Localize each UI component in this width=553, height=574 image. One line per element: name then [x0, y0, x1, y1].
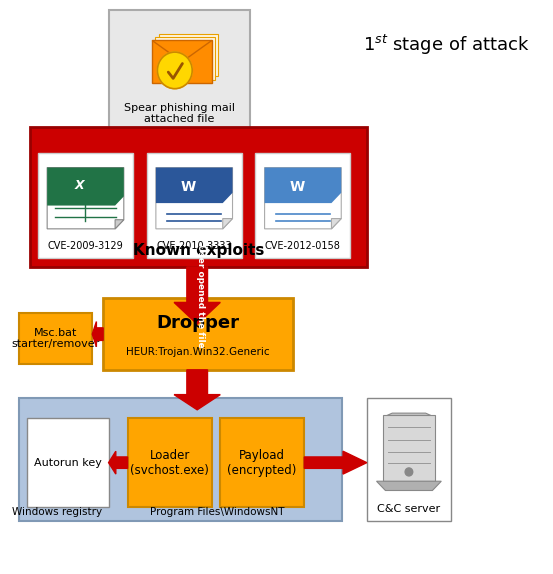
Circle shape — [405, 468, 413, 476]
Text: Program Files\WindowsNT: Program Files\WindowsNT — [150, 507, 285, 517]
Polygon shape — [264, 168, 341, 203]
Text: HEUR:Trojan.Win32.Generic: HEUR:Trojan.Win32.Generic — [127, 347, 270, 357]
Polygon shape — [387, 413, 431, 416]
Text: CVE-2010-3333: CVE-2010-3333 — [156, 241, 232, 251]
Text: Msc.bat
starter/remover: Msc.bat starter/remover — [12, 328, 100, 349]
Polygon shape — [331, 219, 341, 229]
Polygon shape — [156, 168, 232, 229]
Polygon shape — [47, 168, 124, 229]
Bar — [383, 416, 435, 481]
Bar — [108, 10, 250, 133]
Bar — [240, 10, 244, 176]
Polygon shape — [174, 267, 220, 324]
Polygon shape — [115, 220, 124, 229]
Polygon shape — [47, 168, 124, 205]
Polygon shape — [223, 219, 232, 229]
Polygon shape — [304, 451, 367, 474]
Text: W: W — [180, 180, 196, 194]
Bar — [30, 127, 367, 267]
Text: W: W — [289, 180, 304, 194]
Polygon shape — [264, 168, 341, 229]
Bar — [147, 153, 242, 258]
Text: Payload
(encrypted): Payload (encrypted) — [227, 449, 297, 476]
Bar — [255, 153, 351, 258]
Polygon shape — [377, 481, 441, 491]
Text: Dropper: Dropper — [156, 315, 240, 332]
Circle shape — [158, 52, 192, 88]
Text: Autorun key: Autorun key — [34, 457, 102, 468]
Bar — [19, 398, 342, 521]
Text: C&C server: C&C server — [377, 505, 441, 514]
Bar — [19, 313, 92, 364]
Bar — [38, 153, 133, 258]
Text: CVE-2012-0158: CVE-2012-0158 — [265, 241, 341, 251]
Polygon shape — [108, 451, 128, 474]
Bar — [159, 33, 218, 76]
Polygon shape — [156, 168, 232, 203]
Bar — [152, 40, 212, 83]
Bar — [367, 398, 451, 521]
Bar — [103, 298, 294, 370]
Text: 1$^{st}$ stage of attack: 1$^{st}$ stage of attack — [363, 33, 530, 57]
Bar — [114, 10, 118, 176]
Polygon shape — [92, 321, 103, 347]
Text: Windows registry: Windows registry — [12, 507, 102, 517]
Bar — [128, 418, 212, 507]
Polygon shape — [174, 370, 220, 410]
Bar — [155, 37, 215, 80]
Text: CVE-2009-3129: CVE-2009-3129 — [48, 241, 123, 251]
Text: Known exploits: Known exploits — [133, 243, 264, 258]
Text: User opened the file: User opened the file — [196, 244, 205, 347]
Text: Spear phishing mail
attached file: Spear phishing mail attached file — [124, 103, 234, 124]
Bar — [27, 418, 108, 507]
Bar — [220, 418, 304, 507]
Text: X: X — [75, 179, 84, 192]
Text: Loader
(svchost.exe): Loader (svchost.exe) — [131, 449, 209, 476]
